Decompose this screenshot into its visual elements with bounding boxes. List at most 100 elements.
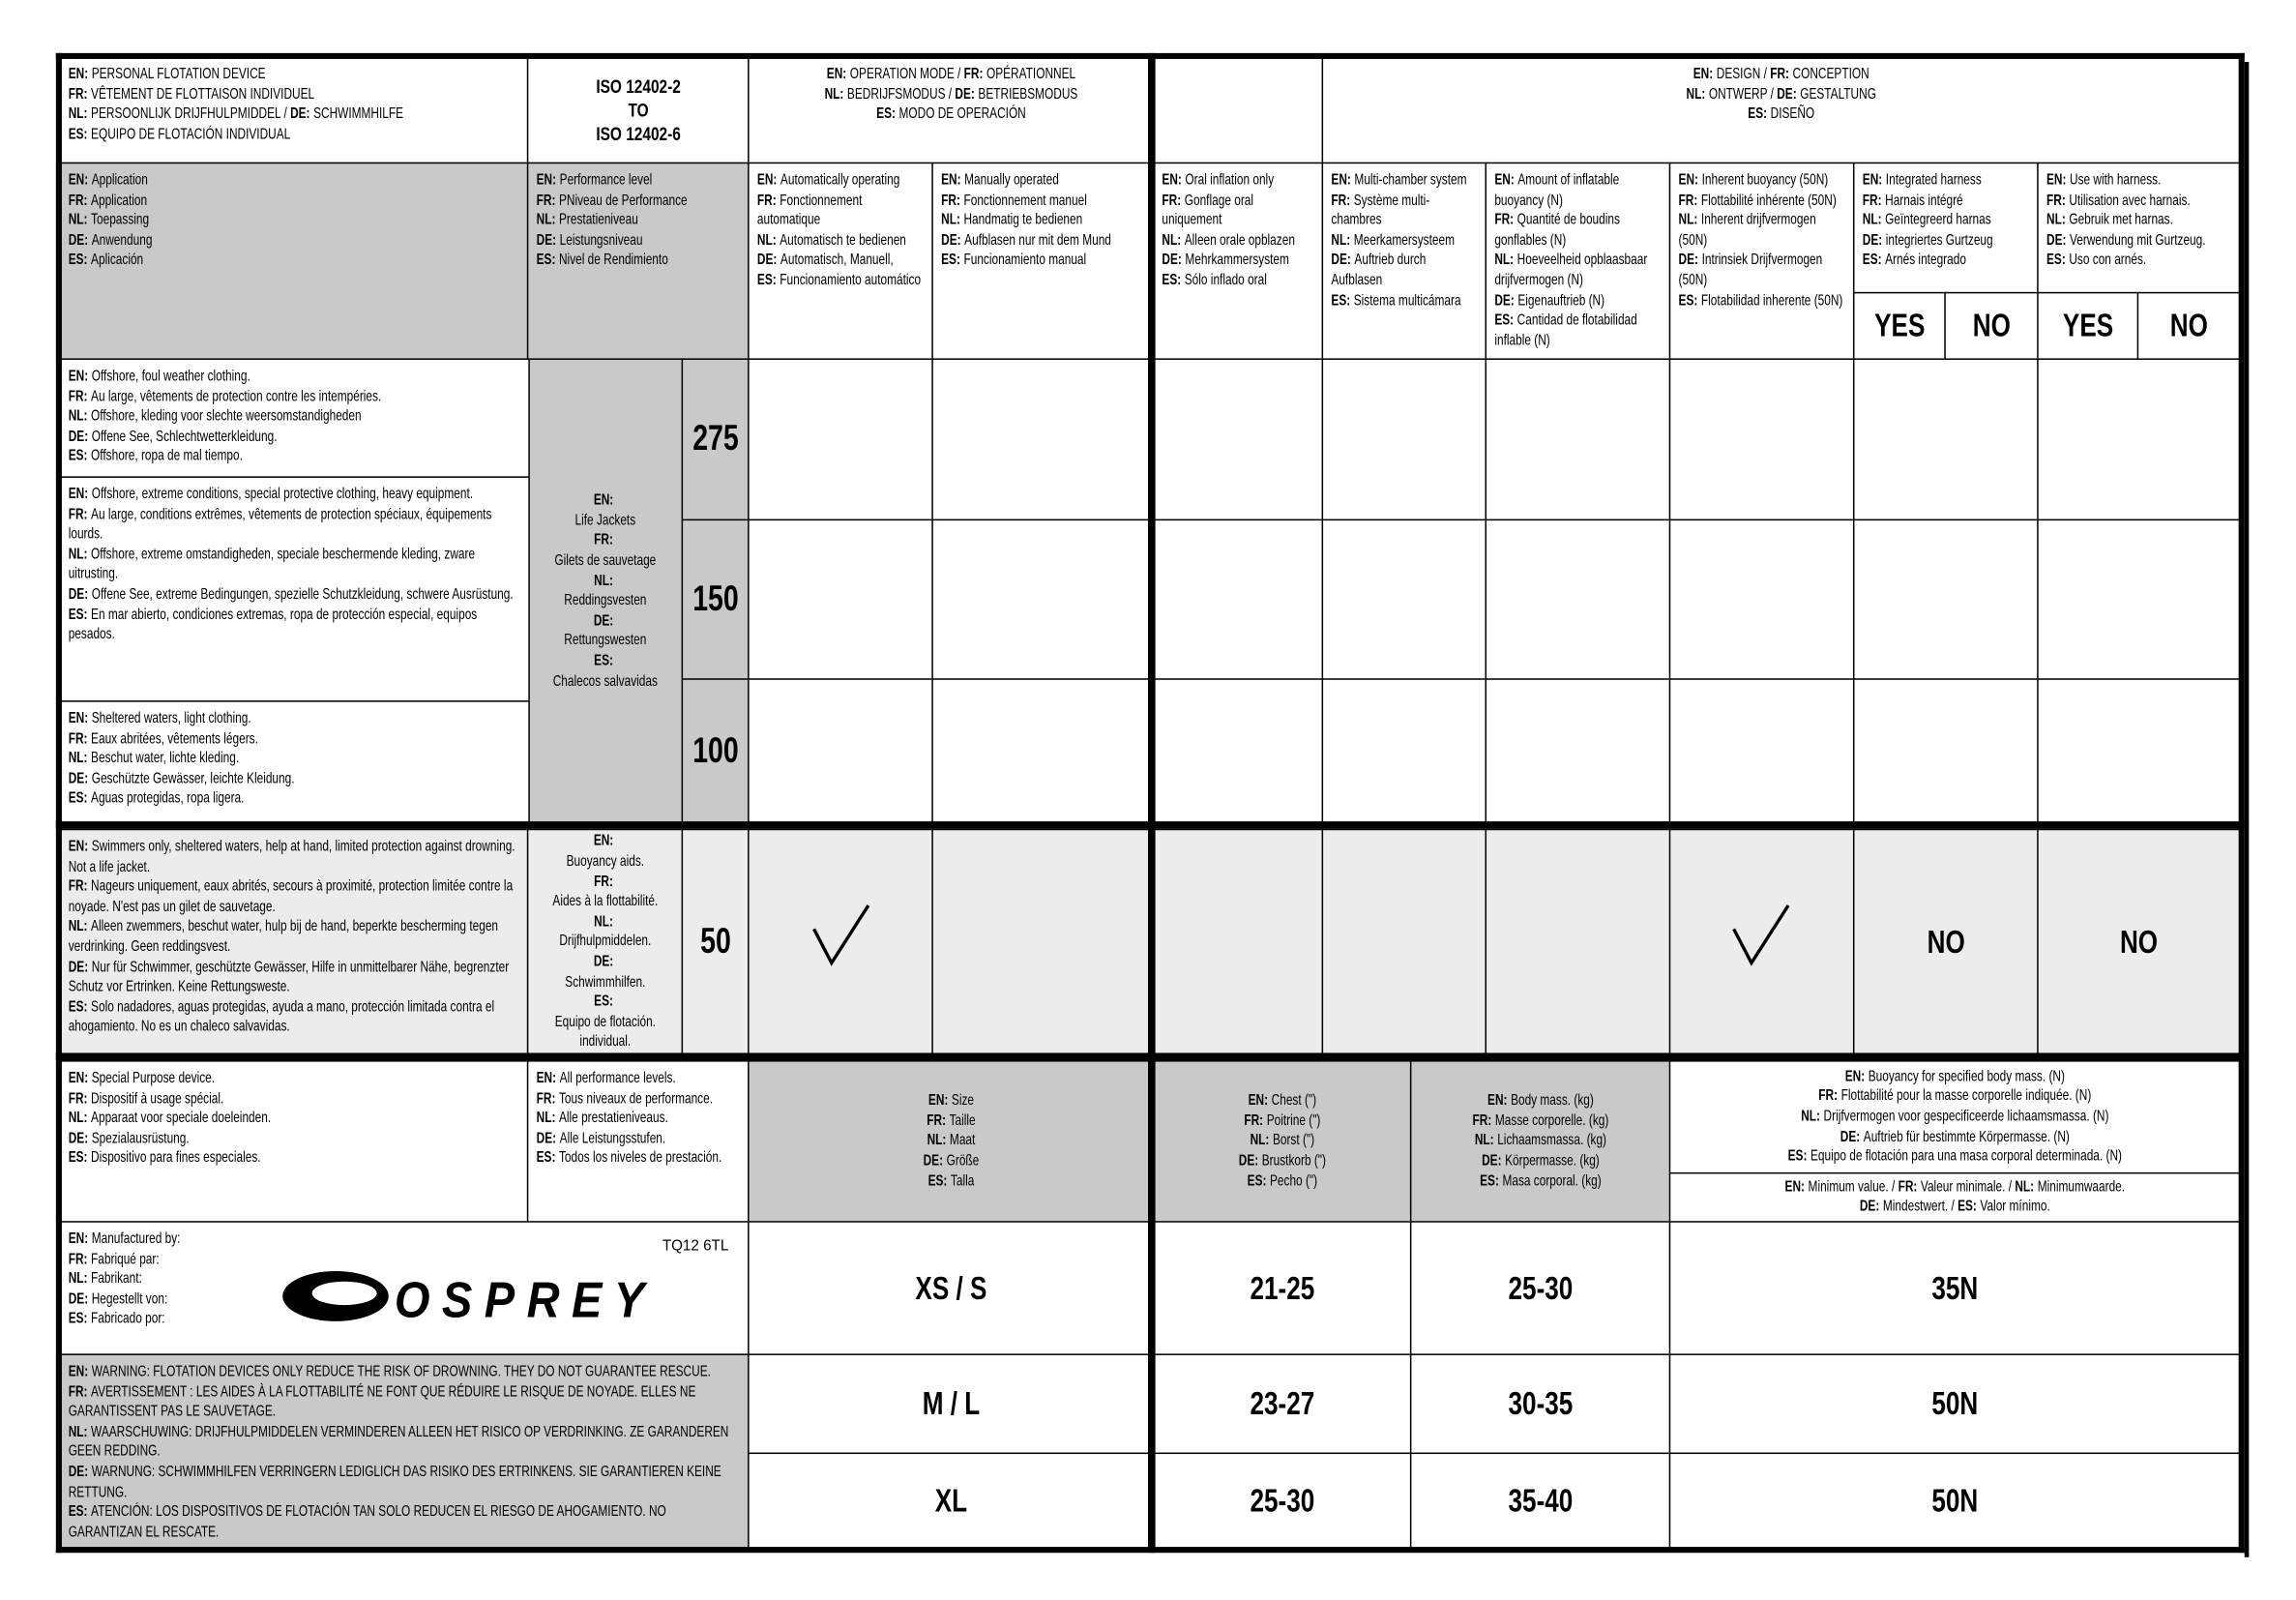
- text: MODO DE OPERACIÓN: [898, 106, 1026, 123]
- text-line: DE: Offene See, Schlechtwetterkleidung.: [69, 428, 520, 448]
- column-header: EN: Performance level FR: PNiveau de Perfor…: [526, 162, 751, 361]
- text: Hoeveelheid opblaasbaar drijfvermogen (N…: [1494, 252, 1648, 289]
- language-code: FR:: [1862, 193, 1882, 209]
- cell-content: 23-27: [1154, 1355, 1411, 1453]
- text: Size: [951, 1092, 975, 1110]
- language-code: ES:: [1480, 1172, 1499, 1190]
- cell-content: EN: Buoyancy aids. FR: Aides à la flottabil…: [528, 830, 682, 1054]
- empty-cell: [748, 678, 934, 825]
- text-line: EN: Amount of inflatable buoyancy (N): [1494, 171, 1662, 211]
- empty-cell: [1152, 519, 1324, 681]
- language-code: ES:: [536, 1150, 556, 1168]
- text-line: Schwimmhilfen.: [565, 974, 646, 991]
- language-code: DE:: [68, 429, 89, 446]
- text: PERSOONLIJK DRIJFHULPMIDDEL /: [91, 106, 291, 123]
- text: Offshore, extreme conditions, special pr…: [91, 487, 474, 503]
- language-code: FR:: [2046, 193, 2066, 209]
- language-code: ES:: [1331, 292, 1351, 310]
- language-code: ES:: [68, 999, 88, 1016]
- text-line: ES: Equipo de flotación para una masa cor…: [1788, 1147, 2122, 1168]
- language-code: DE:: [68, 586, 89, 604]
- text: Nur für Schwimmer, geschützte Gewässer, …: [68, 959, 510, 996]
- text-line: DE: Anwendung: [69, 231, 520, 252]
- text: Intrinsiek Drijfvermogen (50N): [1678, 252, 1823, 289]
- text-line: Buoyancy aids.: [566, 853, 645, 871]
- empty-cell: [1321, 519, 1487, 681]
- text-line: FR: Fabriqué par:: [69, 1250, 741, 1270]
- text: Chest ("): [1271, 1092, 1317, 1110]
- language-code: FR:: [68, 86, 88, 104]
- text-line: ES: Funcionamiento automático: [757, 271, 925, 291]
- text: VÊTEMENT DE FLOTTAISON INDIVIDUEL: [91, 86, 315, 104]
- empty-cell: [1321, 678, 1487, 825]
- text: DISEÑO: [1770, 106, 1815, 123]
- frame-line: [55, 821, 2245, 829]
- language-code: ES:: [68, 607, 88, 624]
- text: EQUIPO DE FLOTACIÓN INDIVIDUAL: [91, 126, 291, 143]
- language-code: ES:: [1862, 252, 1882, 270]
- language-code: ES:: [68, 126, 88, 143]
- text: ONTWERP /: [1708, 86, 1778, 104]
- text-line: DE: Aufblasen nur mit dem Mund: [941, 231, 1145, 252]
- text-line: ES: MODO DE OPERACIÓN: [876, 105, 1026, 126]
- text: Special Purpose device.: [91, 1070, 216, 1087]
- empty-cell: [1852, 678, 2040, 825]
- cell-content: 100: [683, 680, 749, 824]
- text-line: NL: Toepassing: [69, 211, 520, 231]
- language-code: EN:: [68, 710, 89, 727]
- application-cell: EN: All performance levels. FR: Tous niveau…: [526, 1060, 751, 1224]
- language-code: NL:: [1494, 252, 1515, 270]
- frame-line: [2238, 52, 2245, 1554]
- language-code: ES:: [536, 252, 556, 270]
- language-code: FR:: [68, 1383, 88, 1401]
- empty-cell: [1485, 358, 1672, 521]
- text: integriertes Gurtzeug: [1885, 232, 1993, 250]
- language-code: FR:: [68, 730, 88, 748]
- text: OPÉRATIONNEL: [986, 66, 1076, 83]
- text: PNiveau de Performance: [558, 193, 688, 209]
- text-line: NL: Maat: [927, 1132, 976, 1152]
- language-code: FR:: [756, 193, 777, 209]
- language-code: NL:: [1331, 232, 1351, 250]
- text-line: FR: AVERTISSEMENT : LES AIDES À LA FLOTTA…: [69, 1382, 741, 1422]
- empty-cell: [931, 828, 1155, 1057]
- language-code: NL:: [1862, 212, 1882, 229]
- language-code: DE:: [68, 959, 89, 976]
- language-code: ES:: [594, 993, 613, 1011]
- text: Geschützte Gewässer, leichte Kleidung.: [91, 770, 295, 787]
- language-code: NL:: [594, 573, 613, 590]
- column-header: EN: Amount of inflatable buoyancy (N) FR: Q…: [1485, 162, 1672, 361]
- language-code: NL:: [1474, 1133, 1494, 1150]
- text-line: FR: Fonctionnement automatique: [757, 192, 925, 231]
- text-line: DE: Leistungsniveau: [537, 231, 741, 252]
- language-code: FR:: [927, 1112, 947, 1130]
- cell-content: 50: [683, 830, 749, 1054]
- column-header: EN: Minimum value. / FR: Valeur minimale. …: [1668, 1171, 2241, 1224]
- text-line: FR: Tous niveaux de performance.: [537, 1089, 741, 1110]
- language-code: ES:: [1957, 1199, 1977, 1216]
- text-line: Reddingsvesten: [564, 593, 647, 609]
- text-line: ES: Todos los niveles de prestación.: [537, 1149, 741, 1170]
- cell-content: M / L: [750, 1355, 1154, 1453]
- language-code: EN:: [2046, 172, 2067, 190]
- text: Fabrikant:: [91, 1271, 142, 1289]
- text-line: NL: Offshore, extreme omstandigheden, spe…: [69, 546, 520, 585]
- language-code: ES:: [876, 106, 896, 123]
- language-code: NL:: [941, 212, 960, 229]
- text: Offshore, ropa de mal tiempo.: [91, 448, 243, 465]
- application-cell: EN: Offshore, foul weather clothing. FR: Au…: [58, 358, 530, 479]
- manufacturer-cell: EN: Manufactured by: FR: Fabriqué par: NL: Fa…: [58, 1221, 751, 1356]
- text-line: NL: Hoeveelheid opblaasbaar drijfvermogen…: [1494, 252, 1662, 291]
- language-code: EN:: [941, 172, 961, 190]
- language-code: DE:: [1162, 252, 1182, 270]
- text: Masa corporal. (kg): [1502, 1172, 1602, 1190]
- text-line: ES: Talla: [928, 1171, 975, 1192]
- text-line: EN: Oral inflation only: [1162, 171, 1314, 192]
- text-line: EN:: [594, 833, 617, 853]
- text-line: DE:: [594, 953, 617, 973]
- text: Mehrkammersystem: [1185, 252, 1289, 270]
- text: Fonctionnement automatique: [756, 193, 863, 229]
- language-code: EN:: [1248, 1092, 1269, 1110]
- language-code: DE:: [1494, 292, 1515, 310]
